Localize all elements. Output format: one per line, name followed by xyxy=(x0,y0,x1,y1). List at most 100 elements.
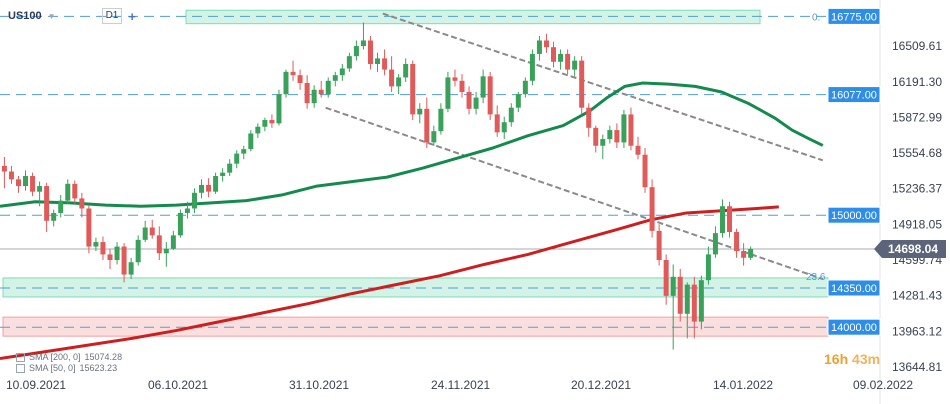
candle-body[interactable] xyxy=(353,46,359,57)
candle-body[interactable] xyxy=(30,176,36,192)
level-price-label[interactable]: 16077.00 xyxy=(831,90,877,102)
candle-body[interactable] xyxy=(719,206,725,234)
candle-body[interactable] xyxy=(199,184,205,193)
candle-body[interactable] xyxy=(410,64,416,115)
candle-body[interactable] xyxy=(170,235,176,249)
add-indicator-icon[interactable]: + xyxy=(128,8,136,24)
candle-body[interactable] xyxy=(635,145,641,155)
candle-body[interactable] xyxy=(262,120,268,127)
level-price-label[interactable]: 16775.00 xyxy=(831,11,877,23)
candle-body[interactable] xyxy=(325,80,331,95)
candle-body[interactable] xyxy=(600,139,606,146)
candle-body[interactable] xyxy=(79,198,85,209)
candle-body[interactable] xyxy=(156,235,162,254)
candle-body[interactable] xyxy=(234,153,240,164)
candle-body[interactable] xyxy=(466,92,472,109)
candle-body[interactable] xyxy=(37,186,43,192)
candle-body[interactable] xyxy=(1,165,7,172)
candle-body[interactable] xyxy=(741,251,747,258)
candle-body[interactable] xyxy=(712,233,718,255)
candle-body[interactable] xyxy=(382,58,388,70)
candle-body[interactable] xyxy=(670,276,676,296)
candle-body[interactable] xyxy=(360,40,366,47)
candle-body[interactable] xyxy=(593,127,599,146)
candle-body[interactable] xyxy=(459,80,465,92)
candle-body[interactable] xyxy=(227,163,233,173)
candle-body[interactable] xyxy=(543,40,549,48)
candle-body[interactable] xyxy=(551,47,557,62)
candle-body[interactable] xyxy=(501,122,507,133)
candle-body[interactable] xyxy=(58,200,64,213)
candle-body[interactable] xyxy=(255,126,261,134)
candle-body[interactable] xyxy=(346,56,352,69)
candle-body[interactable] xyxy=(656,230,662,260)
candle-body[interactable] xyxy=(149,227,155,236)
candle-body[interactable] xyxy=(100,242,106,255)
candle-body[interactable] xyxy=(614,130,620,143)
candle-body[interactable] xyxy=(607,130,613,140)
candle-body[interactable] xyxy=(114,246,120,260)
candle-body[interactable] xyxy=(642,154,648,188)
candle-body[interactable] xyxy=(748,249,754,258)
candle-body[interactable] xyxy=(72,183,78,199)
candle-body[interactable] xyxy=(121,246,127,275)
candle-body[interactable] xyxy=(705,254,711,281)
candle-body[interactable] xyxy=(220,172,226,176)
candle-body[interactable] xyxy=(403,64,409,78)
candle-body[interactable] xyxy=(276,94,282,124)
checkbox-icon[interactable] xyxy=(16,353,25,362)
candle-body[interactable] xyxy=(8,171,14,180)
candle-body[interactable] xyxy=(396,77,402,87)
symbol-label[interactable]: US100 xyxy=(8,10,42,22)
candle-body[interactable] xyxy=(565,53,571,70)
candle-body[interactable] xyxy=(51,212,57,221)
candle-body[interactable] xyxy=(184,208,190,213)
legend-row-sma50[interactable]: SMA [50, 0] 15623.23 xyxy=(16,363,122,374)
candle-body[interactable] xyxy=(431,131,437,143)
candle-body[interactable] xyxy=(304,83,310,104)
candle-body[interactable] xyxy=(15,179,21,187)
candle-body[interactable] xyxy=(438,108,444,132)
candle-body[interactable] xyxy=(318,89,324,95)
candle-body[interactable] xyxy=(23,176,29,187)
candle-body[interactable] xyxy=(452,77,458,81)
candle-body[interactable] xyxy=(332,75,338,81)
candle-body[interactable] xyxy=(241,149,247,154)
candle-body[interactable] xyxy=(529,53,535,81)
candle-body[interactable] xyxy=(128,262,134,275)
candle-body[interactable] xyxy=(248,133,254,150)
candle-body[interactable] xyxy=(473,97,479,109)
candle-body[interactable] xyxy=(621,114,627,143)
candle-body[interactable] xyxy=(684,284,690,314)
candle-body[interactable] xyxy=(107,254,113,260)
period-selector[interactable]: D1 xyxy=(101,8,123,24)
candle-body[interactable] xyxy=(424,108,430,143)
candle-body[interactable] xyxy=(515,94,521,108)
candle-body[interactable] xyxy=(44,186,50,221)
legend-row-sma200[interactable]: SMA [200, 0] 15074.28 xyxy=(16,352,122,363)
candle-body[interactable] xyxy=(389,69,395,87)
candle-body[interactable] xyxy=(417,108,423,115)
checkbox-icon[interactable] xyxy=(16,364,25,373)
candle-body[interactable] xyxy=(691,284,697,322)
candle-body[interactable] xyxy=(269,120,275,124)
candle-body[interactable] xyxy=(572,60,578,70)
candle-body[interactable] xyxy=(86,208,92,247)
candle-body[interactable] xyxy=(445,77,451,109)
candle-body[interactable] xyxy=(297,75,303,84)
candle-body[interactable] xyxy=(339,68,345,76)
candle-body[interactable] xyxy=(290,71,296,76)
candle-body[interactable] xyxy=(480,76,486,98)
candle-body[interactable] xyxy=(579,60,585,108)
candle-body[interactable] xyxy=(677,276,683,314)
candle-body[interactable] xyxy=(487,76,493,115)
symbol-dropdown-icon[interactable]: ▼ xyxy=(47,11,56,21)
candle-body[interactable] xyxy=(628,114,634,146)
candle-body[interactable] xyxy=(586,107,592,128)
candle-body[interactable] xyxy=(65,183,71,201)
candle-body[interactable] xyxy=(311,89,317,104)
candle-body[interactable] xyxy=(177,212,183,236)
candle-body[interactable] xyxy=(142,227,148,240)
candle-body[interactable] xyxy=(135,239,141,263)
